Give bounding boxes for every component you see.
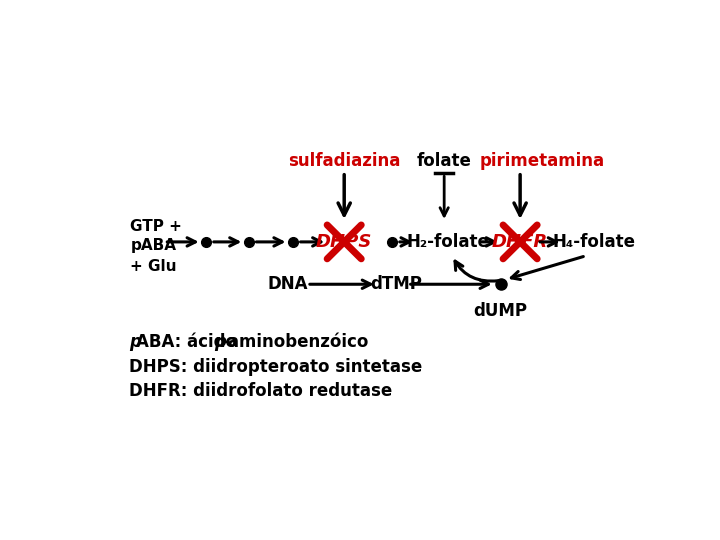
Text: + Glu: + Glu bbox=[130, 259, 177, 274]
Text: pirimetamina: pirimetamina bbox=[480, 152, 604, 170]
Text: GTP +: GTP + bbox=[130, 219, 182, 234]
Text: DHPS: DHPS bbox=[316, 233, 372, 251]
Text: p: p bbox=[214, 333, 226, 351]
Text: dUMP: dUMP bbox=[474, 302, 528, 320]
Text: -aminobenzóico: -aminobenzóico bbox=[221, 333, 369, 351]
Text: H₄-folate: H₄-folate bbox=[552, 233, 635, 251]
Text: sulfadiazina: sulfadiazina bbox=[288, 152, 400, 170]
Text: dTMP: dTMP bbox=[370, 275, 422, 293]
Text: DNA: DNA bbox=[267, 275, 308, 293]
Text: DHFR: diidrofolato redutase: DHFR: diidrofolato redutase bbox=[129, 382, 392, 400]
Text: DHPS: diidropteroato sintetase: DHPS: diidropteroato sintetase bbox=[129, 357, 422, 376]
Text: DHFR: DHFR bbox=[492, 233, 548, 251]
Text: p: p bbox=[129, 333, 140, 351]
Text: ABA: ácido: ABA: ácido bbox=[136, 333, 243, 351]
Text: folate: folate bbox=[417, 152, 472, 170]
Text: H₂-folate: H₂-folate bbox=[407, 233, 490, 251]
Text: pABA: pABA bbox=[130, 238, 176, 253]
